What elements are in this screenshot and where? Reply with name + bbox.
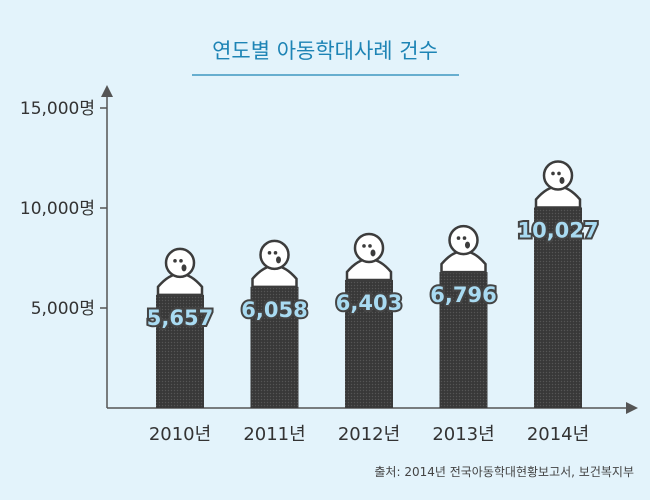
character-mouth: [559, 176, 565, 184]
character-eye: [173, 259, 177, 263]
bar-value-label: 10,027: [517, 218, 598, 242]
bar-group: 6,403: [334, 232, 404, 408]
y-ticks: 5,000명 10,000명 15,000명: [20, 99, 107, 319]
chart-title: 연도별 아동학대사례 건수: [212, 39, 438, 63]
character-eye: [557, 171, 561, 176]
character-eye: [273, 251, 278, 255]
character-eye: [267, 251, 272, 255]
bar-group: 5,657: [145, 247, 215, 408]
character-eye: [551, 171, 555, 176]
character-head: [259, 239, 290, 271]
y-tick-label: 5,000명: [31, 299, 95, 319]
character-eye: [362, 244, 366, 248]
character-eye: [368, 244, 372, 248]
source-note: 출처: 2014년 전국아동학대현황보고서, 보건복지부: [374, 465, 634, 479]
x-axis-arrow: [626, 402, 638, 414]
character-mouth: [276, 256, 281, 264]
x-tick-label: 2011년: [243, 424, 305, 445]
bar-group: 10,027: [515, 160, 601, 408]
bar: [345, 279, 393, 408]
x-tick-label: 2010년: [149, 424, 211, 445]
character-mouth: [465, 241, 470, 249]
character-head: [353, 232, 385, 264]
character-head: [448, 224, 479, 256]
bar-value-label: 6,796: [430, 283, 496, 307]
bar: [250, 286, 299, 408]
character-eye: [456, 236, 461, 240]
bar: [156, 294, 204, 408]
character-eye: [179, 259, 183, 263]
bar-value-label: 6,403: [336, 291, 402, 315]
bar-value-label: 6,058: [241, 298, 307, 322]
bar-group: 6,796: [428, 224, 499, 408]
x-tick-label: 2013년: [432, 424, 494, 445]
character-mouth: [181, 264, 187, 272]
y-tick-label: 10,000명: [20, 199, 95, 219]
bar: [439, 272, 488, 408]
bar: [534, 207, 582, 408]
x-tick-label: 2014년: [527, 424, 589, 445]
character-head: [164, 247, 196, 279]
bar-group: 6,058: [239, 239, 310, 408]
character-eye: [462, 236, 467, 240]
x-tick-label: 2012년: [338, 424, 400, 445]
character-mouth: [370, 249, 376, 257]
x-tick-labels: 2010년 2011년 2012년 2013년 2014년: [149, 424, 589, 445]
y-tick-label: 15,000명: [20, 99, 95, 119]
bars: 5,657 6,058 6,403 6,796 10,027: [145, 160, 601, 408]
y-axis-arrow: [101, 85, 113, 97]
bar-value-label: 5,657: [147, 306, 213, 330]
character-head: [542, 160, 574, 191]
